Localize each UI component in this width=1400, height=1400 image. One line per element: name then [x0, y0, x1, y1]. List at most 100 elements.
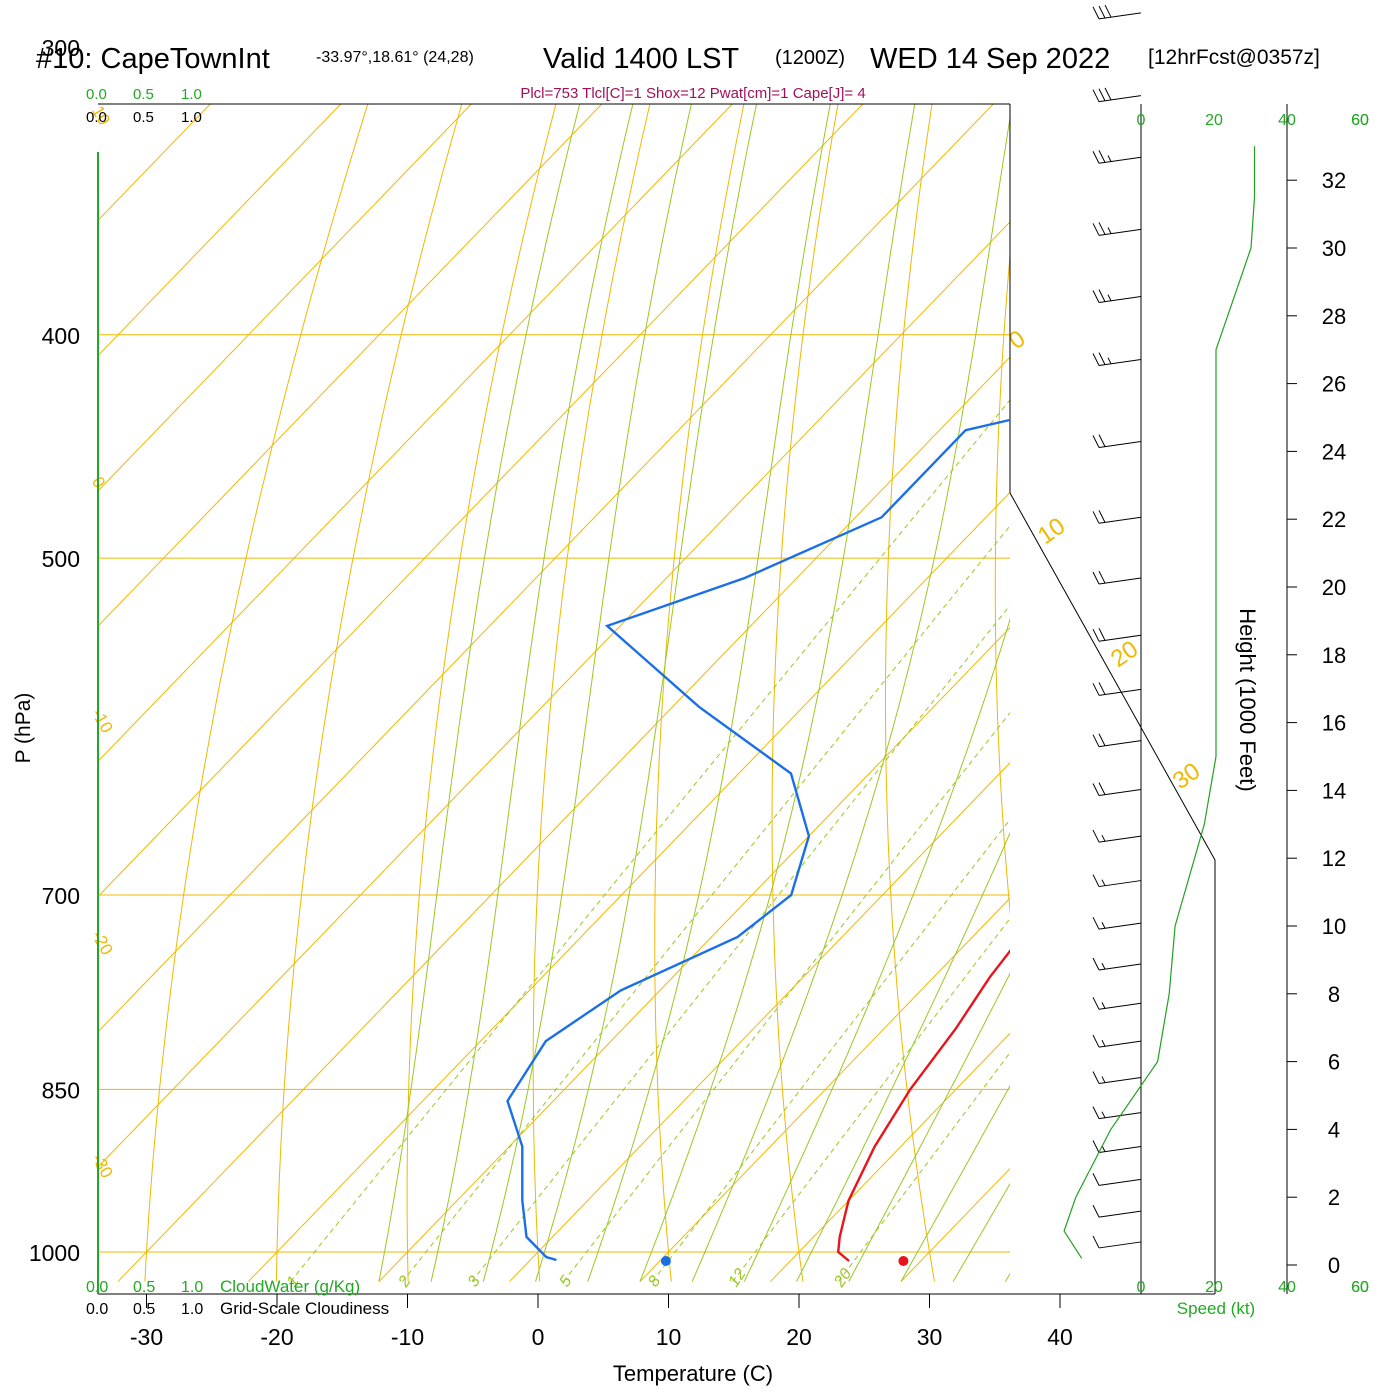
wind-barb-half-feather — [1101, 922, 1106, 929]
mixing-ratio-label: 12 — [725, 1266, 749, 1290]
isotherm-line — [770, 1032, 1010, 1282]
bottom-scale-labels: 0.0 0.5 1.0 CloudWater (g/Kg) 0.0 0.5 1.… — [86, 1277, 389, 1318]
dry-adiabat-line — [144, 104, 369, 1282]
wind-barb-staff — [1098, 835, 1142, 843]
pressure-tick-label: 1000 — [29, 1240, 80, 1266]
wind-barb-feather — [1098, 434, 1106, 447]
height-tick-label: 16 — [1322, 711, 1346, 736]
pressure-tick-label: 300 — [42, 35, 80, 61]
wind-barb — [1092, 87, 1142, 103]
wind-barb-feather — [1098, 570, 1106, 584]
wind-barb-feather — [1098, 5, 1106, 19]
speed-tick-bottom: 60 — [1351, 1279, 1369, 1296]
isotherm-line — [117, 356, 1010, 1282]
isotherm-label: 20 — [1106, 635, 1143, 672]
height-tick-label: 20 — [1322, 575, 1346, 600]
x-axis-label: Temperature (C) — [613, 1361, 773, 1386]
dry-adiabat-line — [771, 104, 839, 1282]
temperature-tick-label: 20 — [786, 1324, 812, 1350]
wind-barb — [1092, 957, 1142, 971]
wind-barb — [1092, 997, 1142, 1010]
wind-barb-staff — [1098, 1241, 1142, 1249]
black-scale-top-1: 0.5 — [133, 109, 154, 126]
wind-speed-profile — [1063, 146, 1256, 1259]
surface-temperature-dot — [898, 1256, 909, 1266]
height-tick-label: 24 — [1322, 439, 1346, 464]
wind-barb-staff — [1098, 1146, 1142, 1154]
pressure-axis: 2503004005007008501000 — [29, 35, 80, 1266]
wind-barb-feather — [1092, 89, 1100, 102]
wind-barb-feather — [1098, 150, 1106, 163]
wind-barb-feather — [1092, 1071, 1100, 1084]
wind-barb-feather — [1092, 874, 1100, 887]
wind-barb-half-feather — [1101, 1039, 1106, 1047]
surface-points — [660, 1256, 909, 1266]
isotherm-label: -30 — [88, 1151, 117, 1182]
wind-barb-feather — [1092, 151, 1100, 164]
green-scale-top-2: 1.0 — [181, 86, 202, 103]
pressure-tick-label: 500 — [42, 546, 80, 572]
wind-barb-feather — [1098, 510, 1106, 523]
height-axis-label: Height (1000 Feet) — [1235, 608, 1260, 791]
speed-tick-bottom: 20 — [1205, 1279, 1223, 1296]
wind-barb-staff — [1098, 156, 1142, 164]
wind-barb — [1092, 289, 1142, 304]
moist-adiabat-line — [639, 104, 916, 1282]
wind-barb-feather — [1098, 733, 1106, 746]
wind-barb-staff — [1098, 880, 1142, 888]
dewpoint-trace — [506, 418, 1010, 1262]
wind-barb-feather — [1092, 783, 1100, 796]
moist-adiabat-line — [430, 104, 634, 1282]
wind-barb-feather — [1092, 1140, 1100, 1153]
moist-adiabat-line — [587, 104, 831, 1282]
title-coords: -33.97°,18.61° (24,28) — [316, 49, 474, 66]
wind-barb-staff — [1098, 1040, 1142, 1048]
wind-barb — [1092, 874, 1142, 888]
height-tick-label: 4 — [1328, 1117, 1340, 1142]
height-tick-label: 0 — [1328, 1253, 1340, 1278]
height-tick-label: 12 — [1322, 846, 1346, 871]
wind-barb-staff — [1098, 12, 1142, 20]
moist-adiabat-line — [482, 104, 692, 1282]
wind-barb-feather — [1092, 6, 1100, 20]
dry-adiabat-line — [885, 104, 935, 1282]
plot-frame — [97, 103, 1216, 1295]
isotherm-label: -20 — [88, 928, 117, 959]
wind-barb — [1092, 570, 1142, 585]
isotherm-label: 0 — [1004, 325, 1030, 355]
isotherm-line — [639, 897, 1010, 1282]
wind-barb — [1092, 150, 1142, 164]
wind-barb — [1092, 916, 1142, 930]
wind-barb-staff — [1098, 516, 1142, 524]
title-valid: Valid 1400 LST — [543, 43, 739, 75]
dry-adiabat-line — [1305, 0, 1400, 1282]
wind-barb-half-feather — [1101, 1111, 1106, 1118]
wind-barb-feather — [1092, 511, 1100, 524]
wind-barb-staff — [1098, 1076, 1142, 1084]
wind-barb-staff — [1098, 577, 1142, 585]
isotherm-label: -10 — [88, 706, 117, 737]
sounding-traces — [506, 418, 1010, 1262]
isotherm-label: 30 — [1168, 757, 1205, 794]
top-scale-labels: 0.0 0.5 1.0 0.0 0.5 1.0 — [86, 86, 202, 126]
isotherm-line — [1162, 0, 1400, 1282]
wind-barb — [1092, 1034, 1142, 1048]
moist-adiabat-line — [378, 104, 581, 1282]
green-scale-bottom-1: 0.5 — [133, 1279, 155, 1296]
wind-barb-feather — [1092, 997, 1100, 1010]
wind-barb — [1092, 510, 1142, 524]
wind-barb-feather — [1098, 782, 1106, 795]
wind-barb-feather — [1098, 352, 1106, 365]
wind-barb-feather — [1098, 88, 1106, 101]
wind-barb-feather — [1092, 683, 1100, 696]
wind-barb-feather — [1092, 1173, 1100, 1186]
wind-barb-feather — [1098, 682, 1106, 695]
green-scale-top-1: 0.5 — [133, 86, 154, 103]
wind-barb-staff — [1098, 740, 1142, 748]
dry-adiabat-line — [532, 104, 651, 1282]
isotherm-line — [98, 104, 734, 763]
wind-barb-feather — [1092, 1235, 1100, 1249]
temperature-tick-label: 0 — [532, 1324, 545, 1350]
